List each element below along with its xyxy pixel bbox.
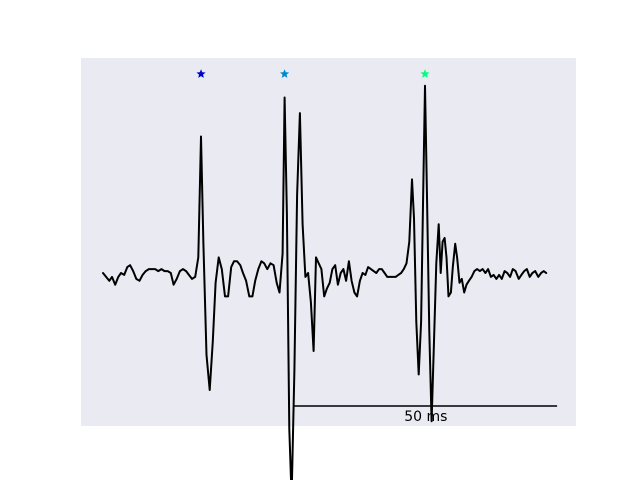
waveform-trace bbox=[102, 84, 548, 480]
spike-marker-star-icon-3 bbox=[420, 69, 430, 78]
plot-background bbox=[81, 58, 576, 426]
spike-markers bbox=[196, 69, 430, 78]
spike-marker-star-icon-1 bbox=[196, 69, 206, 78]
scale-bar-label: 50 ms bbox=[404, 409, 447, 425]
scale-bar: 50 ms bbox=[294, 405, 558, 425]
spike-marker-star-icon-2 bbox=[280, 69, 290, 78]
